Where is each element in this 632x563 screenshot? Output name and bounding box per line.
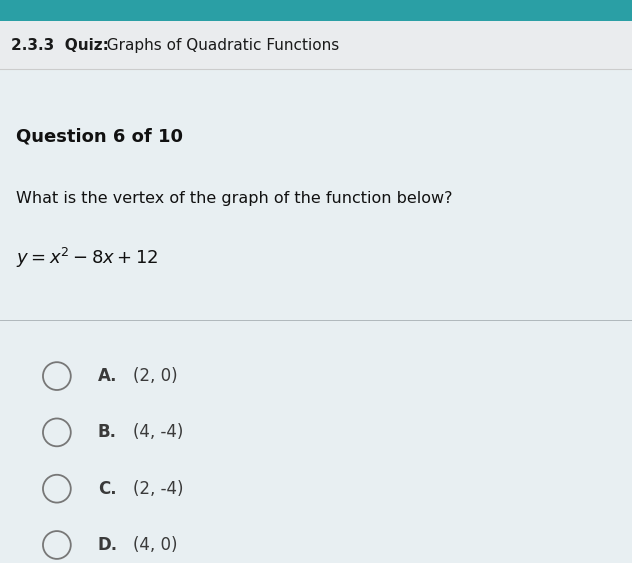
Text: B.: B. <box>98 423 117 441</box>
FancyBboxPatch shape <box>0 0 632 21</box>
Text: Graphs of Quadratic Functions: Graphs of Quadratic Functions <box>97 38 339 53</box>
FancyBboxPatch shape <box>0 21 632 69</box>
Text: A.: A. <box>98 367 118 385</box>
Text: Question 6 of 10: Question 6 of 10 <box>16 128 183 146</box>
Text: 2.3.3  Quiz:: 2.3.3 Quiz: <box>11 38 109 53</box>
Text: (4, 0): (4, 0) <box>133 536 177 554</box>
Text: (4, -4): (4, -4) <box>133 423 183 441</box>
Text: C.: C. <box>98 480 116 498</box>
Text: $y = x^2 - 8x + 12$: $y = x^2 - 8x + 12$ <box>16 246 159 270</box>
Text: What is the vertex of the graph of the function below?: What is the vertex of the graph of the f… <box>16 191 453 206</box>
Text: (2, -4): (2, -4) <box>133 480 183 498</box>
Text: (2, 0): (2, 0) <box>133 367 178 385</box>
FancyBboxPatch shape <box>0 69 632 563</box>
Text: D.: D. <box>98 536 118 554</box>
Text: y = x: y = x <box>0 562 1 563</box>
